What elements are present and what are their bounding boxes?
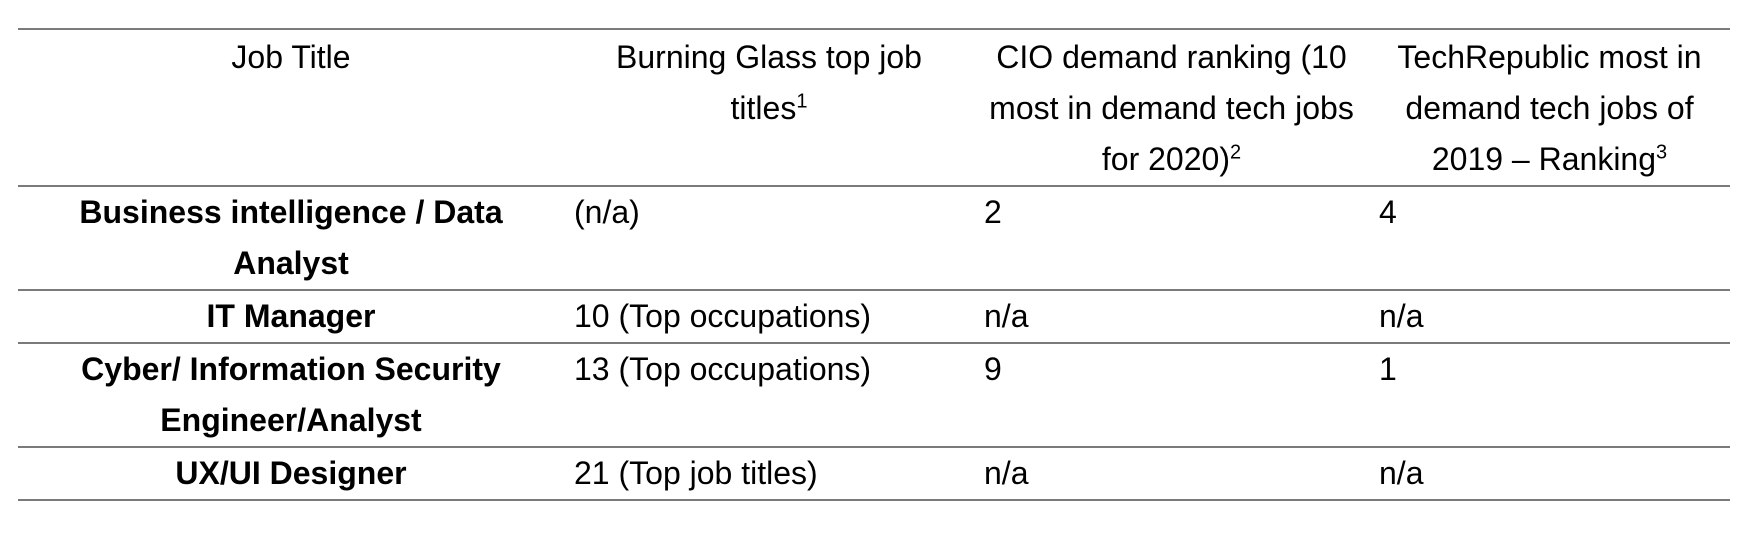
header-row: Job Title Burning Glass top job titles1 … (18, 29, 1730, 186)
job-ranking-table: Job Title Burning Glass top job titles1 … (18, 28, 1730, 501)
burning-glass-cell: 10 (Top occupations) (574, 298, 872, 334)
techrepublic-ranking-cell: n/a (1379, 298, 1424, 334)
footnote-marker: 3 (1656, 141, 1668, 164)
job-title-cell: IT Manager (206, 298, 376, 334)
burning-glass-cell: (n/a) (574, 194, 640, 230)
header-burning-glass: Burning Glass top job titles1 (616, 39, 922, 126)
job-title-cell: Business intelligence / Data Analyst (79, 194, 503, 281)
cio-ranking-cell: n/a (984, 298, 1029, 334)
table-row: Business intelligence / Data Analyst (n/… (18, 186, 1730, 290)
cio-ranking-cell: 9 (984, 351, 1002, 387)
table-row: IT Manager 10 (Top occupations) n/a n/a (18, 290, 1730, 343)
table-body: Business intelligence / Data Analyst (n/… (18, 186, 1730, 500)
job-title-cell: Cyber/ Information Security Engineer/Ana… (81, 351, 501, 438)
techrepublic-ranking-cell: n/a (1379, 455, 1424, 491)
header-techrepublic-ranking: TechRepublic most in demand tech jobs of… (1397, 39, 1702, 177)
job-ranking-table-container: Job Title Burning Glass top job titles1 … (18, 28, 1730, 501)
cio-ranking-cell: n/a (984, 455, 1029, 491)
job-title-cell: UX/UI Designer (175, 455, 407, 491)
techrepublic-ranking-cell: 1 (1379, 351, 1397, 387)
table-header: Job Title Burning Glass top job titles1 … (18, 29, 1730, 186)
table-row: Cyber/ Information Security Engineer/Ana… (18, 343, 1730, 447)
burning-glass-cell: 21 (Top job titles) (574, 455, 818, 491)
cio-ranking-cell: 2 (984, 194, 1002, 230)
footnote-marker: 1 (796, 90, 808, 113)
burning-glass-cell: 13 (Top occupations) (574, 351, 872, 387)
header-job-title: Job Title (231, 39, 351, 75)
techrepublic-ranking-cell: 4 (1379, 194, 1397, 230)
header-cio-ranking: CIO demand ranking (10 most in demand te… (989, 39, 1354, 177)
footnote-marker: 2 (1229, 141, 1242, 164)
table-row: UX/UI Designer 21 (Top job titles) n/a n… (18, 447, 1730, 500)
